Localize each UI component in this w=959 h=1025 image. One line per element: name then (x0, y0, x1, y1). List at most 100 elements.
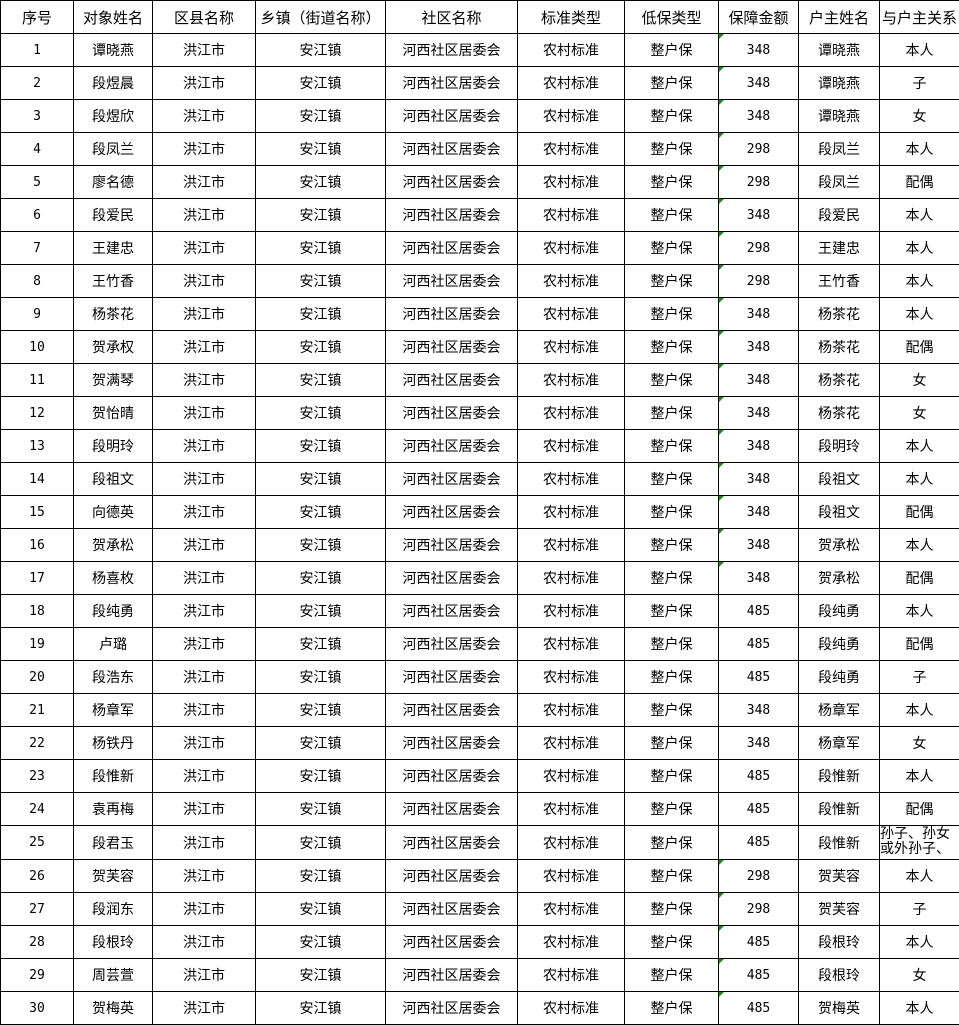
error-indicator-icon[interactable] (719, 959, 724, 964)
cell-standard-type[interactable]: 农村标准 (518, 298, 625, 331)
header-seq[interactable]: 序号 (1, 1, 74, 34)
header-standard-type[interactable]: 标准类型 (518, 1, 625, 34)
cell-householder[interactable]: 杨章军 (799, 727, 880, 760)
cell-community[interactable]: 河西社区居委会 (386, 727, 518, 760)
cell-seq[interactable]: 22 (1, 727, 74, 760)
cell-householder[interactable]: 段祖文 (799, 463, 880, 496)
cell-seq[interactable]: 8 (1, 265, 74, 298)
cell-amount[interactable]: 485 (719, 628, 799, 661)
cell-standard-type[interactable]: 农村标准 (518, 496, 625, 529)
cell-seq[interactable]: 14 (1, 463, 74, 496)
cell-householder[interactable]: 杨茶花 (799, 331, 880, 364)
cell-town[interactable]: 安江镇 (256, 760, 386, 793)
cell-name[interactable]: 谭晓燕 (74, 34, 153, 67)
cell-standard-type[interactable]: 农村标准 (518, 562, 625, 595)
cell-householder[interactable]: 段爱民 (799, 199, 880, 232)
cell-community[interactable]: 河西社区居委会 (386, 628, 518, 661)
cell-relation[interactable]: 本人 (880, 760, 959, 793)
cell-standard-type[interactable]: 农村标准 (518, 265, 625, 298)
cell-relation[interactable]: 配偶 (880, 331, 959, 364)
cell-amount[interactable]: 298 (719, 893, 799, 926)
cell-relation[interactable]: 女 (880, 959, 959, 992)
cell-community[interactable]: 河西社区居委会 (386, 331, 518, 364)
cell-county[interactable]: 洪江市 (153, 397, 256, 430)
cell-standard-type[interactable]: 农村标准 (518, 364, 625, 397)
cell-county[interactable]: 洪江市 (153, 926, 256, 959)
cell-seq[interactable]: 2 (1, 67, 74, 100)
cell-allowance-type[interactable]: 整户保 (625, 100, 719, 133)
cell-amount[interactable]: 348 (719, 562, 799, 595)
cell-householder[interactable]: 段祖文 (799, 496, 880, 529)
cell-householder[interactable]: 段根玲 (799, 926, 880, 959)
error-indicator-icon[interactable] (719, 364, 724, 369)
cell-amount[interactable]: 485 (719, 661, 799, 694)
cell-county[interactable]: 洪江市 (153, 430, 256, 463)
error-indicator-icon[interactable] (719, 67, 724, 72)
cell-county[interactable]: 洪江市 (153, 529, 256, 562)
cell-householder[interactable]: 段纯勇 (799, 661, 880, 694)
cell-county[interactable]: 洪江市 (153, 463, 256, 496)
cell-town[interactable]: 安江镇 (256, 232, 386, 265)
cell-householder[interactable]: 杨章军 (799, 694, 880, 727)
cell-community[interactable]: 河西社区居委会 (386, 199, 518, 232)
cell-community[interactable]: 河西社区居委会 (386, 760, 518, 793)
cell-name[interactable]: 段君玉 (74, 826, 153, 860)
cell-county[interactable]: 洪江市 (153, 694, 256, 727)
cell-town[interactable]: 安江镇 (256, 959, 386, 992)
cell-amount[interactable]: 348 (719, 67, 799, 100)
error-indicator-icon[interactable] (719, 992, 724, 997)
cell-county[interactable]: 洪江市 (153, 199, 256, 232)
cell-community[interactable]: 河西社区居委会 (386, 133, 518, 166)
cell-allowance-type[interactable]: 整户保 (625, 661, 719, 694)
cell-householder[interactable]: 谭晓燕 (799, 67, 880, 100)
cell-name[interactable]: 段浩东 (74, 661, 153, 694)
cell-householder[interactable]: 段明玲 (799, 430, 880, 463)
cell-town[interactable]: 安江镇 (256, 100, 386, 133)
cell-seq[interactable]: 17 (1, 562, 74, 595)
cell-county[interactable]: 洪江市 (153, 959, 256, 992)
cell-relation[interactable]: 本人 (880, 992, 959, 1025)
cell-relation[interactable]: 本人 (880, 463, 959, 496)
cell-standard-type[interactable]: 农村标准 (518, 463, 625, 496)
cell-householder[interactable]: 谭晓燕 (799, 34, 880, 67)
cell-standard-type[interactable]: 农村标准 (518, 661, 625, 694)
cell-county[interactable]: 洪江市 (153, 331, 256, 364)
cell-standard-type[interactable]: 农村标准 (518, 628, 625, 661)
error-indicator-icon[interactable] (719, 562, 724, 567)
cell-community[interactable]: 河西社区居委会 (386, 694, 518, 727)
cell-amount[interactable]: 485 (719, 793, 799, 826)
cell-standard-type[interactable]: 农村标准 (518, 331, 625, 364)
cell-town[interactable]: 安江镇 (256, 364, 386, 397)
error-indicator-icon[interactable] (719, 463, 724, 468)
cell-seq[interactable]: 10 (1, 331, 74, 364)
cell-county[interactable]: 洪江市 (153, 364, 256, 397)
cell-town[interactable]: 安江镇 (256, 166, 386, 199)
cell-town[interactable]: 安江镇 (256, 926, 386, 959)
cell-relation[interactable]: 女 (880, 727, 959, 760)
cell-relation[interactable]: 女 (880, 397, 959, 430)
header-amount[interactable]: 保障金额 (719, 1, 799, 34)
cell-name[interactable]: 杨茶花 (74, 298, 153, 331)
cell-county[interactable]: 洪江市 (153, 826, 256, 860)
cell-householder[interactable]: 段凤兰 (799, 133, 880, 166)
cell-amount[interactable]: 298 (719, 133, 799, 166)
cell-allowance-type[interactable]: 整户保 (625, 199, 719, 232)
cell-town[interactable]: 安江镇 (256, 397, 386, 430)
cell-relation[interactable]: 本人 (880, 133, 959, 166)
cell-community[interactable]: 河西社区居委会 (386, 562, 518, 595)
cell-householder[interactable]: 段纯勇 (799, 595, 880, 628)
cell-standard-type[interactable]: 农村标准 (518, 232, 625, 265)
cell-amount[interactable]: 348 (719, 100, 799, 133)
cell-relation[interactable]: 本人 (880, 34, 959, 67)
cell-householder[interactable]: 段凤兰 (799, 166, 880, 199)
cell-name[interactable]: 段凤兰 (74, 133, 153, 166)
cell-seq[interactable]: 20 (1, 661, 74, 694)
cell-county[interactable]: 洪江市 (153, 793, 256, 826)
cell-name[interactable]: 段祖文 (74, 463, 153, 496)
cell-relation[interactable]: 配偶 (880, 562, 959, 595)
cell-name[interactable]: 杨铁丹 (74, 727, 153, 760)
cell-householder[interactable]: 段纯勇 (799, 628, 880, 661)
cell-relation[interactable]: 配偶 (880, 166, 959, 199)
cell-allowance-type[interactable]: 整户保 (625, 562, 719, 595)
cell-county[interactable]: 洪江市 (153, 67, 256, 100)
